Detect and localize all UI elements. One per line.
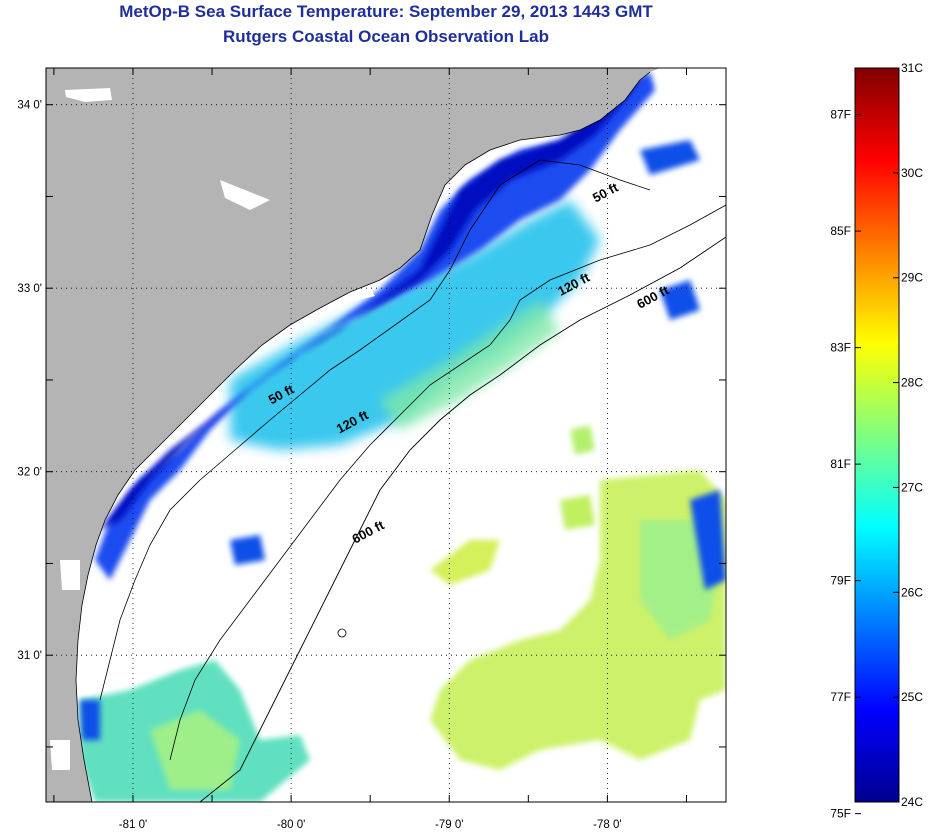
map-frame — [45, 67, 727, 803]
lat-tick-label: 33 0' — [17, 283, 42, 295]
fahrenheit-tick-label: 87F — [830, 108, 851, 122]
sst-field — [80, 72, 726, 802]
isobath-600ft — [199, 236, 726, 802]
sst-offshore-patch-4 — [570, 425, 595, 455]
sst-offshore-patch-3 — [430, 540, 500, 585]
map-title: MetOp-B Sea Surface Temperature: Septemb… — [119, 2, 653, 21]
fahrenheit-tick-label: 83F — [830, 341, 851, 355]
colorbar-ticks: 31C 30C 29C 28C 27C 26C 25C 24C 87F 85F 83F 81F 79F 7… — [830, 61, 923, 821]
land-mass — [46, 68, 660, 802]
sst-shelf-cyan — [230, 200, 600, 450]
fahrenheit-tick-label: 75F — [830, 807, 851, 821]
celsius-tick-label: 28C — [901, 376, 923, 390]
lon-tick-label: -78 0' — [593, 819, 621, 831]
lat-tick-label: 31 0' — [17, 650, 42, 662]
sst-offshore-patch-5 — [560, 495, 595, 530]
celsius-tick-label: 26C — [901, 585, 923, 599]
colorbar: 31C 30C 29C 28C 27C 26C 25C 24C 87F 85F 83F 81F 79F 7… — [830, 61, 923, 821]
celsius-tick-label: 24C — [901, 795, 923, 809]
sst-nearshore-blue — [95, 72, 655, 580]
lat-tick-label: 32 0' — [17, 467, 42, 479]
celsius-tick-label: 29C — [901, 271, 923, 285]
isobath-600ft-ring — [337, 628, 347, 638]
map-subtitle: Rutgers Coastal Ocean Observation Lab — [223, 27, 549, 46]
lon-tick-label: -79 0' — [435, 819, 463, 831]
celsius-tick-label: 30C — [901, 166, 923, 180]
colorbar-gradient — [854, 67, 900, 803]
fahrenheit-tick-label: 77F — [830, 690, 851, 704]
lat-tick-label: 34 0' — [17, 100, 42, 112]
longitude-axis: -81 0' -80 0' -79 0' -78 0' — [53, 68, 687, 831]
celsius-tick-label: 27C — [901, 480, 923, 494]
coastline — [75, 71, 651, 802]
sst-southern-shelf-warm — [150, 710, 240, 790]
sst-shelf-green — [380, 300, 560, 430]
fahrenheit-tick-label: 79F — [830, 574, 851, 588]
isobath-50ft — [99, 159, 651, 701]
fahrenheit-tick-label: 85F — [830, 224, 851, 238]
fahrenheit-tick-label: 81F — [830, 457, 851, 471]
isobath-120ft — [169, 204, 726, 761]
lon-tick-label: -80 0' — [277, 819, 305, 831]
celsius-tick-label: 31C — [901, 61, 923, 75]
graticule — [46, 68, 726, 802]
latitude-axis: 34 0' 33 0' 32 0' 31 0' — [17, 100, 726, 748]
celsius-tick-label: 25C — [901, 690, 923, 704]
lon-tick-label: -81 0' — [119, 819, 147, 831]
